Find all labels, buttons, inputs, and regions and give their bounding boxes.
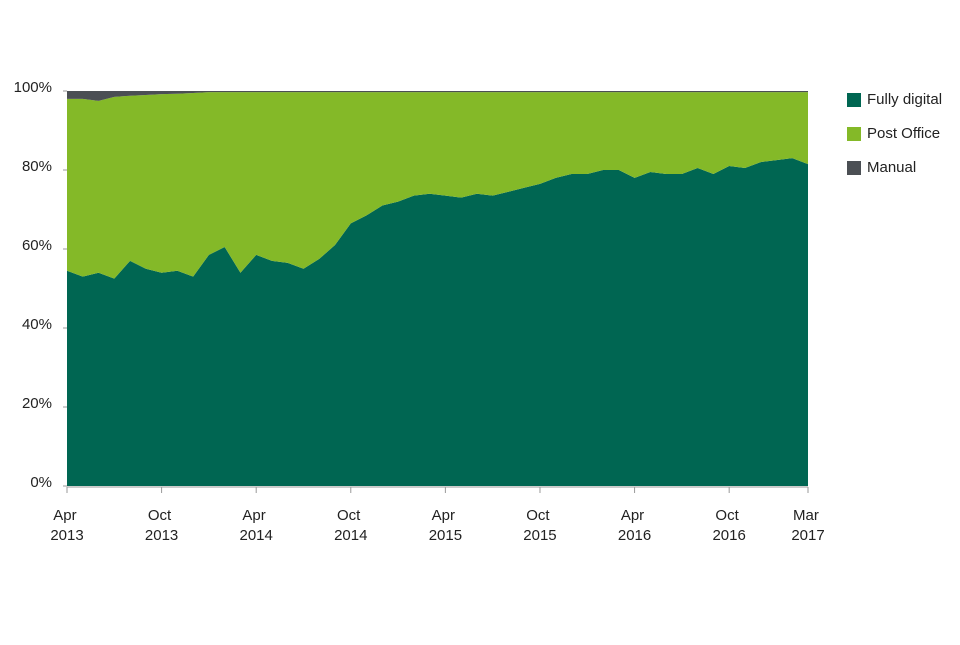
x-tick-label: Oct 2013 <box>145 507 178 544</box>
x-tick-label: Oct 2014 <box>334 507 367 544</box>
legend-swatch <box>847 161 861 175</box>
area <box>67 92 808 279</box>
x-tick-label: Oct 2015 <box>523 507 556 544</box>
x-tick-label: Apr 2016 <box>618 507 651 544</box>
x-tick-label: Mar 2017 <box>791 507 824 544</box>
y-tick-label: 60% <box>22 237 52 254</box>
y-tick-label: 0% <box>30 474 52 491</box>
area <box>67 91 808 101</box>
y-tick-label: 80% <box>22 158 52 175</box>
y-tick-label: 100% <box>14 79 52 96</box>
x-tick-label: Apr 2014 <box>240 507 273 544</box>
legend-label: Post Office <box>867 125 940 142</box>
y-tick-label: 20% <box>22 395 52 412</box>
legend-label: Manual <box>867 159 916 176</box>
legend-swatch <box>847 127 861 141</box>
x-tick-label: Apr 2015 <box>429 507 462 544</box>
y-tick-label: 40% <box>22 316 52 333</box>
x-tick-label: Oct 2016 <box>712 507 745 544</box>
area <box>67 158 808 486</box>
legend-swatch <box>847 93 861 107</box>
legend-label: Fully digital <box>867 91 942 108</box>
x-tick-label: Apr 2013 <box>50 507 83 544</box>
